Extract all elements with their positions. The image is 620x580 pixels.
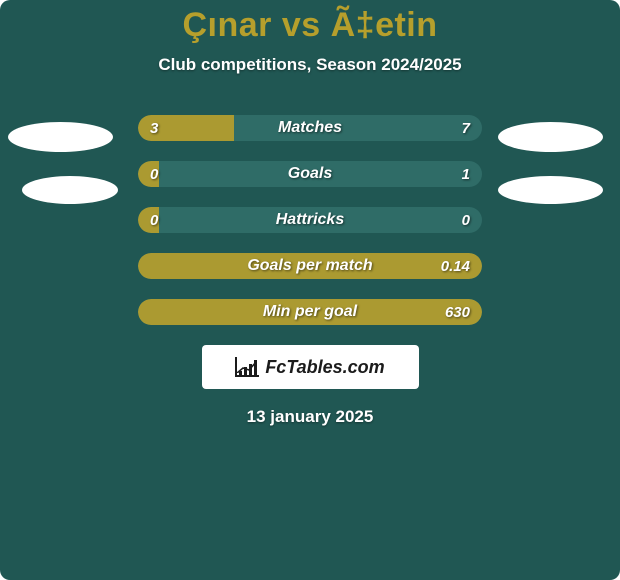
stat-bar-label: Goals (138, 161, 482, 187)
stat-bar-right-value: 0 (462, 207, 470, 233)
stat-bar-row: Hattricks0 0 (138, 207, 482, 233)
infographic-card: Çınar vs Ã‡etin Club competitions, Seaso… (0, 0, 620, 580)
stat-bar-right-value: 7 (462, 115, 470, 141)
stat-bar-row: Matches3 7 (138, 115, 482, 141)
stat-bar-right-value: 630 (445, 299, 470, 325)
stat-bar-left-value: 0 (150, 161, 158, 187)
stat-bar-row: Goals per match0.14 (138, 253, 482, 279)
player-left-shape-2 (22, 176, 118, 204)
logo-box: FcTables.com (202, 345, 419, 389)
stat-bar-row: Min per goal630 (138, 299, 482, 325)
stat-bar-label: Hattricks (138, 207, 482, 233)
logo-text: FcTables.com (265, 357, 384, 378)
logo-line-icon (237, 361, 257, 373)
stat-bar-row: Goals0 1 (138, 161, 482, 187)
stat-bar-label: Goals per match (138, 253, 482, 279)
player-right-shape-2 (498, 176, 603, 204)
stat-bar-label: Min per goal (138, 299, 482, 325)
stat-bar-left-value: 3 (150, 115, 158, 141)
stat-bar-right-value: 0.14 (441, 253, 470, 279)
stat-bar-left-value: 0 (150, 207, 158, 233)
player-left-shape-1 (8, 122, 113, 152)
player-right-shape-1 (498, 122, 603, 152)
stat-bar-right-value: 1 (462, 161, 470, 187)
stat-bar-label: Matches (138, 115, 482, 141)
subtitle: Club competitions, Season 2024/2025 (0, 55, 620, 75)
logo-chart-icon (235, 357, 259, 377)
date-text: 13 january 2025 (0, 407, 620, 427)
page-title: Çınar vs Ã‡etin (0, 6, 620, 45)
stat-bars: Matches37Goals01Hattricks00Goals per mat… (138, 115, 482, 325)
